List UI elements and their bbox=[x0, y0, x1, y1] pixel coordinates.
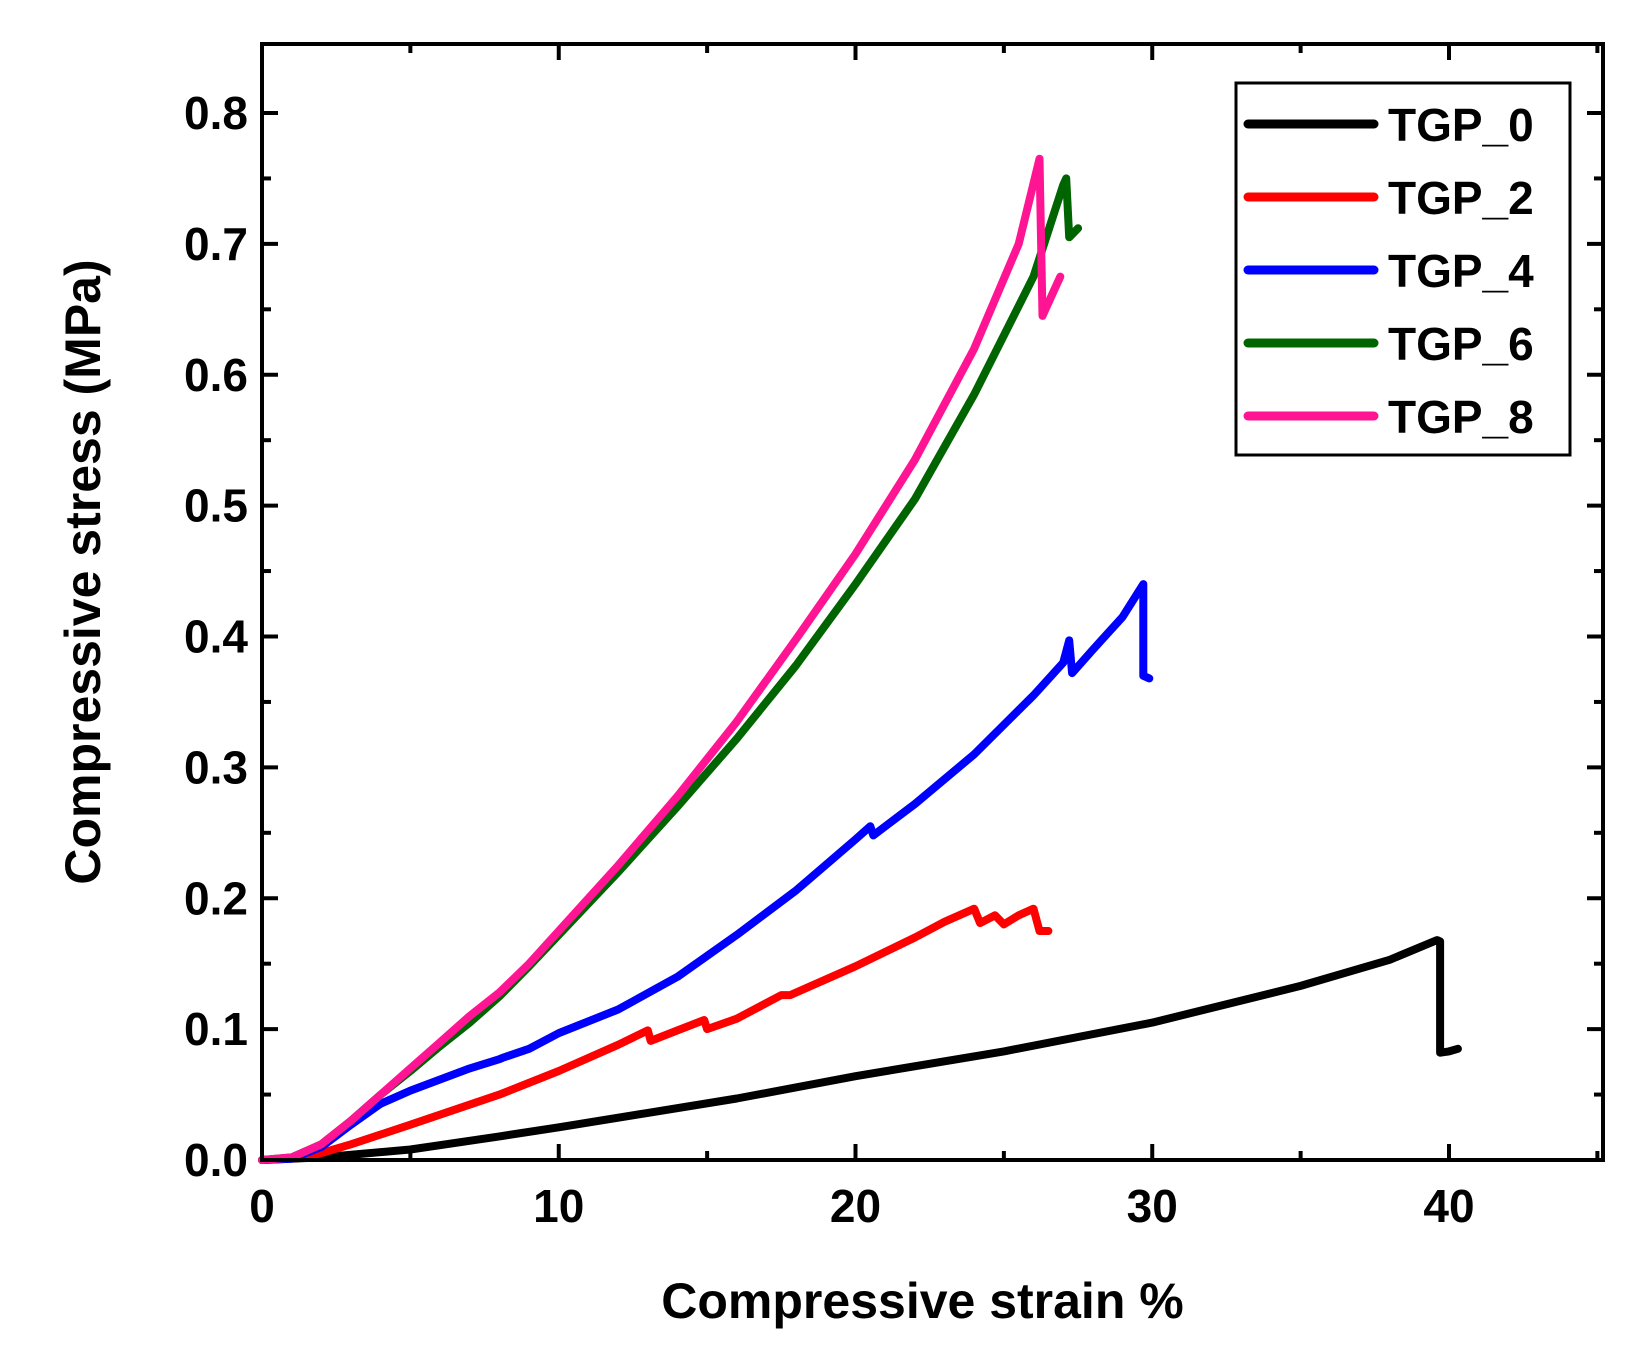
plot-series bbox=[258, 154, 1462, 1164]
legend-label: TGP_8 bbox=[1388, 391, 1534, 443]
legend-label: TGP_4 bbox=[1388, 245, 1534, 297]
x-tick-label: 10 bbox=[533, 1180, 584, 1232]
series-line-tgp-4 bbox=[258, 580, 1154, 1164]
y-axis-title: Compressive stress (MPa) bbox=[55, 259, 111, 884]
y-tick-label: 0.6 bbox=[184, 349, 248, 401]
y-tick-label: 0.4 bbox=[184, 611, 248, 663]
y-tick-label: 0.1 bbox=[184, 1003, 248, 1055]
x-tick-label: 0 bbox=[249, 1180, 275, 1232]
legend-label: TGP_6 bbox=[1388, 318, 1534, 370]
x-axis-title: Compressive strain % bbox=[661, 1273, 1183, 1329]
x-tick-label: 20 bbox=[830, 1180, 881, 1232]
ticks: 0 10 20 30 40 0.0 0.1 0.2 0.3 0.4 0.5 0.6 0.7 0.8 bbox=[184, 44, 1603, 1232]
series-line-tgp-8 bbox=[258, 154, 1065, 1164]
series-line-tgp-6 bbox=[258, 174, 1083, 1164]
y-tick-label: 0.2 bbox=[184, 872, 248, 924]
y-tick-label: 0.0 bbox=[184, 1134, 248, 1186]
x-tick-label: 40 bbox=[1423, 1180, 1474, 1232]
legend-label: TGP_2 bbox=[1388, 172, 1534, 224]
y-tick-label: 0.5 bbox=[184, 480, 248, 532]
y-tick-label: 0.8 bbox=[184, 87, 248, 139]
series-line-tgp-2 bbox=[258, 904, 1053, 1164]
axes bbox=[260, 42, 1605, 1162]
legend: TGP_0 TGP_2 TGP_4 TGP_6 TGP_8 bbox=[1234, 81, 1572, 457]
x-tick-label: 30 bbox=[1127, 1180, 1178, 1232]
series-line-tgp-0 bbox=[258, 936, 1462, 1164]
legend-label: TGP_0 bbox=[1388, 99, 1534, 151]
plot-frame bbox=[260, 42, 1605, 1162]
y-tick-label: 0.7 bbox=[184, 218, 248, 270]
y-tick-label: 0.3 bbox=[184, 741, 248, 793]
